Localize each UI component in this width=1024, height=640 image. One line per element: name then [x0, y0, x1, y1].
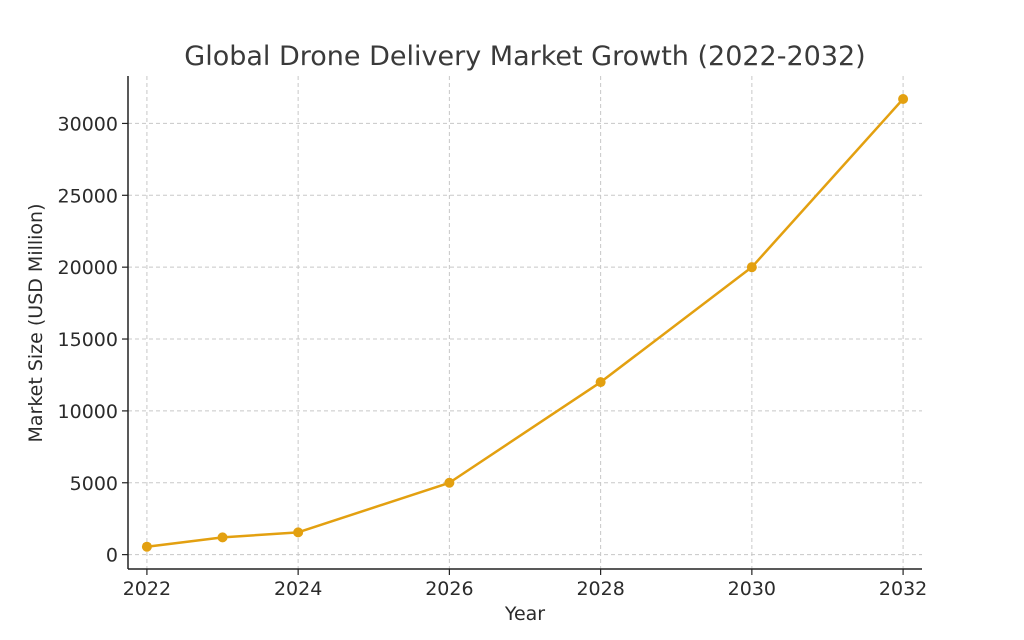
- grid: [128, 76, 922, 569]
- y-axis-title: Market Size (USD Million): [25, 203, 47, 442]
- axes: [127, 76, 922, 570]
- ticks: 2022 2024 2026 2028 2030 2032 0 5000 10000 15000 2…: [58, 113, 928, 600]
- data-point: [141, 541, 152, 552]
- chart-title: Global Drone Delivery Market Growth (202…: [184, 41, 865, 72]
- data-point: [444, 477, 455, 488]
- x-tick-label: 2024: [274, 578, 322, 600]
- data-point: [293, 527, 304, 538]
- x-tick-label: 2032: [879, 578, 927, 600]
- y-tick-label: 0: [106, 545, 118, 567]
- y-tick-label: 30000: [58, 113, 118, 135]
- series: [141, 93, 909, 552]
- x-tick-label: 2022: [123, 578, 171, 600]
- data-point: [217, 532, 228, 543]
- x-tick-label: 2030: [728, 578, 776, 600]
- x-tick-label: 2028: [576, 578, 624, 600]
- data-point: [746, 262, 757, 273]
- y-tick-label: 5000: [70, 473, 118, 495]
- x-tick-label: 2026: [425, 578, 473, 600]
- data-point: [595, 377, 606, 388]
- series-line: [146, 98, 905, 548]
- y-tick-label: 25000: [58, 185, 118, 207]
- y-tick-label: 15000: [58, 329, 118, 351]
- data-point: [898, 93, 909, 104]
- y-tick-label: 10000: [58, 401, 118, 423]
- x-axis-title: Year: [504, 603, 545, 625]
- y-tick-label: 20000: [58, 257, 118, 279]
